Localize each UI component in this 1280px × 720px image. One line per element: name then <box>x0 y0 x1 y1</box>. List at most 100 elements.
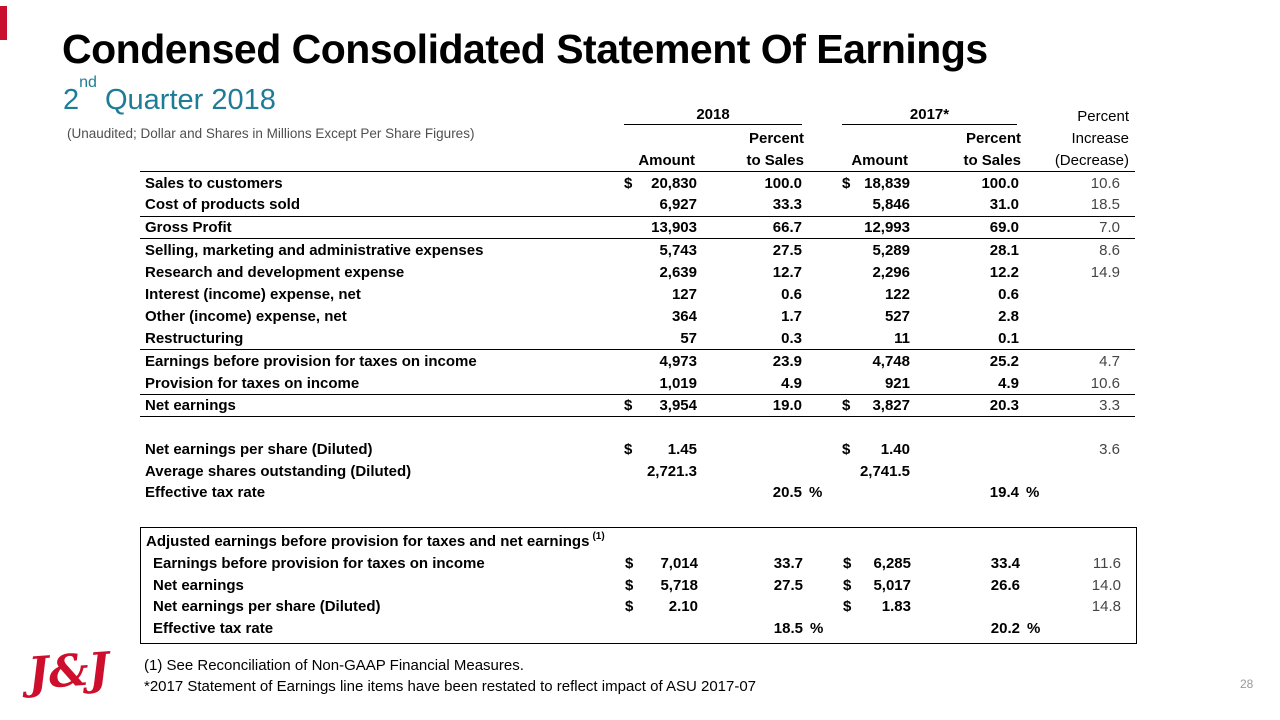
footnote-restated: *2017 Statement of Earnings line items h… <box>144 678 757 695</box>
pct-2017-value: 26.6 <box>990 576 1020 594</box>
row-restructuring: Restructuring 57 0.3 11 0.1 <box>140 328 1135 351</box>
row-rd-expense: Research and development expense 2,639 1… <box>140 261 1135 283</box>
slide-subtitle: 2nd Quarter 2018 <box>63 74 276 117</box>
amount-2018-value: 2,639 <box>659 263 697 281</box>
dollar-sign: $ <box>842 174 851 192</box>
slide-accent-bar <box>0 6 7 40</box>
pct-change-cell: 8.6 <box>1099 241 1120 259</box>
amount-2017-value: 4,748 <box>872 353 910 371</box>
row-sma-expenses: Selling, marketing and administrative ex… <box>140 239 1135 261</box>
per-share-section: Net earnings per share (Diluted) $1.45 $… <box>140 439 1135 504</box>
pct-2017-cell: 33.4 <box>911 555 1024 572</box>
pct-2018-cell: 23.9 <box>697 353 806 370</box>
subtitle-rest: Quarter 2018 <box>96 84 276 116</box>
col-header-decrease: (Decrease) <box>1054 152 1129 169</box>
pct-2017-cell: 19.4% <box>910 484 1040 501</box>
pct-change-cell: 4.7 <box>1099 353 1120 371</box>
adjusted-heading: Adjusted earnings before provision for t… <box>141 530 1136 553</box>
pct-2017-cell: 28.1 <box>910 242 1023 259</box>
amount-2017-cell: 122 <box>806 286 910 303</box>
row-cost-of-products-sold: Cost of products sold 6,927 33.3 5,846 3… <box>140 194 1135 217</box>
pct-2017-cell: 25.2 <box>910 353 1023 370</box>
dollar-sign: $ <box>624 174 633 192</box>
amount-2018-value: 6,927 <box>659 196 697 214</box>
pct-2018-value: 100.0 <box>764 174 802 192</box>
amount-2018-cell: 127 <box>610 286 697 303</box>
amount-2018-cell: $3,954 <box>610 397 697 414</box>
amount-2017-cell: $18,839 <box>806 175 910 192</box>
earnings-table: 2018 2017* Percent Percent Percent Incre… <box>140 104 1135 418</box>
amount-2018-cell: 5,743 <box>610 242 697 259</box>
amount-2018-cell: 57 <box>610 330 697 347</box>
row-label: Average shares outstanding (Diluted) <box>145 462 412 480</box>
pct-2017-cell: 2.8 <box>910 308 1023 325</box>
row-label: Net earnings <box>153 576 244 594</box>
pct-change-cell: 14.0 <box>1091 576 1121 594</box>
pct-2018-cell: 12.7 <box>697 264 806 281</box>
amount-2018-cell: $7,014 <box>611 555 698 572</box>
pct-2018-cell: 4.9 <box>697 375 806 392</box>
dollar-sign: $ <box>843 555 852 573</box>
footnote-marker: (1) <box>592 531 605 542</box>
amount-2018-value: 13,903 <box>651 218 697 236</box>
row-sales-to-customers: Sales to customers $20,830 100.0 $18,839… <box>140 172 1135 194</box>
amount-2017-value: 921 <box>884 374 910 392</box>
amount-2017-value: 1.83 <box>881 598 911 616</box>
adjusted-earnings-box: Adjusted earnings before provision for t… <box>140 527 1137 644</box>
amount-2018-cell: 6,927 <box>610 196 697 213</box>
col-header-tosales-2018: to Sales <box>746 152 804 169</box>
amount-2017-cell: 4,748 <box>806 353 910 370</box>
amount-2017-value: 2,296 <box>872 263 910 281</box>
row-label: Earnings before provision for taxes on i… <box>145 353 477 371</box>
pct-2018-value: 0.3 <box>781 330 802 348</box>
pct-2018-cell: 33.7 <box>698 555 807 572</box>
pct-2018-value: 27.5 <box>772 241 802 259</box>
col-header-percent-2017: Percent <box>965 130 1021 147</box>
row-label: Interest (income) expense, net <box>145 286 361 304</box>
row-other-expense: Other (income) expense, net 364 1.7 527 … <box>140 306 1135 328</box>
row-avg-shares: Average shares outstanding (Diluted) 2,7… <box>140 461 1135 483</box>
amount-2018-cell: $20,830 <box>610 175 697 192</box>
col-header-increase: Increase <box>1071 130 1129 147</box>
row-label: Selling, marketing and administrative ex… <box>145 241 484 259</box>
amount-2017-cell: 12,993 <box>806 219 910 236</box>
pct-change-cell: 14.9 <box>1090 263 1120 281</box>
dollar-sign: $ <box>842 397 851 415</box>
row-adj-eps: Net earnings per share (Diluted) $2.10 $… <box>141 596 1136 618</box>
pct-2018-value: 1.7 <box>781 308 802 326</box>
pct-2018-value: 66.7 <box>772 218 802 236</box>
pct-2017-value: 20.3 <box>989 397 1019 415</box>
amount-2017-cell: 5,846 <box>806 196 910 213</box>
page-number: 28 <box>1240 677 1254 691</box>
pct-2018-value: 33.7 <box>773 555 803 573</box>
subtitle-ordinal: nd <box>79 74 97 92</box>
amount-2017-cell: $5,017 <box>807 577 911 594</box>
pct-2018-cell: 19.0 <box>697 397 806 414</box>
header-row-percent: Percent Percent Increase <box>140 126 1135 148</box>
amount-2018-cell: 2,721.3 <box>610 463 697 480</box>
pct-2017-value: 12.2 <box>989 263 1019 281</box>
pct-2018-value: 23.9 <box>772 353 802 371</box>
pct-2017-cell: 0.6 <box>910 286 1023 303</box>
pct-2018-value: 33.3 <box>772 196 802 214</box>
row-label: Restructuring <box>145 330 244 348</box>
amount-2017-cell: $3,827 <box>806 397 910 414</box>
pct-2017-cell: 20.2% <box>911 620 1041 637</box>
pct-2017-value: 0.6 <box>998 286 1019 304</box>
pct-2018-value: 18.5 <box>773 619 803 637</box>
amount-2017-cell: 5,289 <box>806 242 910 259</box>
pct-2018-cell: 0.6 <box>697 286 806 303</box>
footnotes: (1) See Reconciliation of Non-GAAP Finan… <box>144 655 756 697</box>
row-label: Cost of products sold <box>145 196 300 214</box>
amount-2017-cell: 2,741.5 <box>806 463 910 480</box>
col-header-2018: 2018 <box>624 106 802 125</box>
amount-2018-value: 127 <box>671 286 697 304</box>
amount-2017-value: 5,846 <box>872 196 910 214</box>
pct-2018-cell: 1.7 <box>697 308 806 325</box>
percent-sign: % <box>1026 484 1040 502</box>
col-header-percent-2018: Percent <box>748 130 804 147</box>
amount-2018-value: 1,019 <box>659 374 697 392</box>
pct-change-cell: 3.6 <box>1099 441 1120 459</box>
amount-2017-value: 12,993 <box>864 218 910 236</box>
pct-change-cell: 3.3 <box>1099 397 1120 415</box>
